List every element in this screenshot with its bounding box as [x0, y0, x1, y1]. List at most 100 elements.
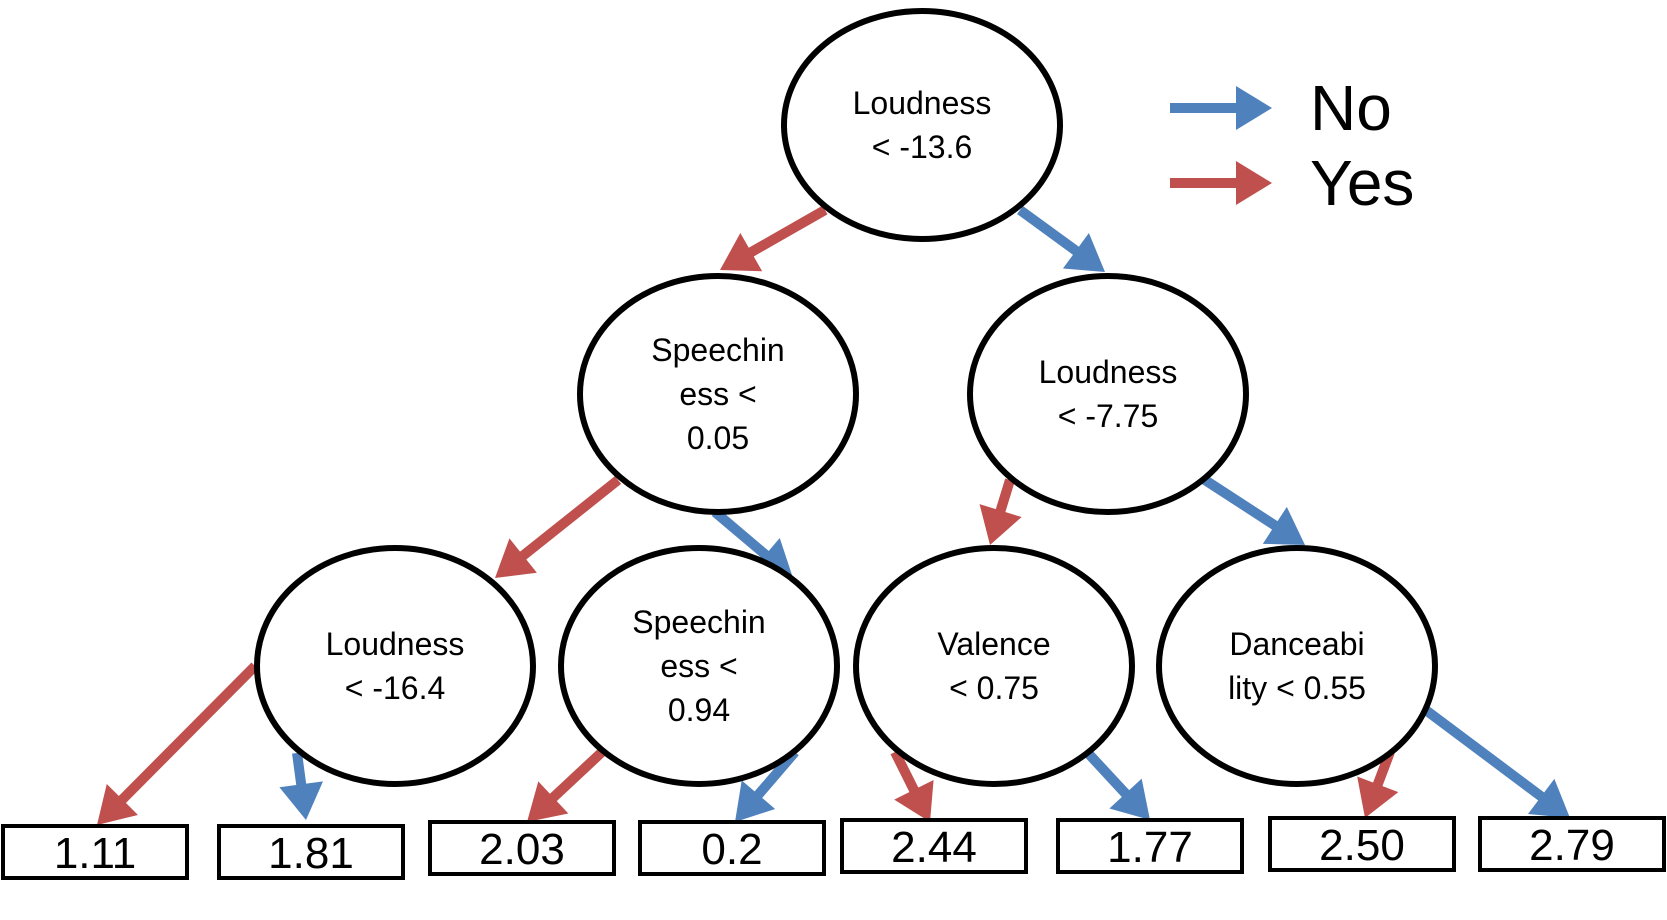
node-ellipse [577, 273, 859, 515]
leaf-box [1478, 816, 1666, 872]
edge-n5-to-l6-no-arrow-shaft [1083, 748, 1131, 799]
edge-n4-to-l3-yes-arrow-head [527, 781, 569, 822]
edge-n2-to-n5-yes-arrow [979, 478, 1022, 545]
node-label-line: Danceabi [1229, 626, 1364, 662]
leaf-l8: 2.79 [1478, 816, 1666, 872]
edge-root-to-n1-yes-arrow-head [720, 233, 763, 272]
leaf-box [840, 818, 1028, 874]
edge-n6-to-l8-no-arrow [1412, 697, 1570, 818]
node-ellipse [853, 545, 1135, 787]
node-label-line: < -16.4 [345, 670, 446, 706]
edge-n1-to-n4-no-arrow-shaft [711, 508, 771, 560]
node-label-line: Loudness [326, 626, 465, 662]
legend-no-label: No [1310, 72, 1392, 144]
node-label-line: < -13.6 [872, 129, 973, 165]
edges-layer [97, 205, 1570, 825]
edge-n2-to-n6-no-arrow-head [1262, 506, 1305, 545]
leaf-l5: 2.44 [840, 818, 1028, 874]
leaf-value: 1.81 [268, 829, 354, 878]
tree-node-n3: Loudness < -16.4 [254, 545, 536, 787]
edge-n6-to-l8-no-arrow-shaft [1412, 697, 1546, 802]
leaves-layer: 1.11 1.81 2.03 0.2 2.44 1.77 2.50 2.79 [1, 816, 1666, 880]
leaf-value: 2.03 [479, 825, 565, 874]
edge-n4-to-l3-yes-arrow-shaft [548, 748, 606, 803]
node-ellipse [558, 545, 840, 787]
edge-n2-to-n5-yes-arrow-shaft [995, 478, 1015, 514]
node-label-line: lity < 0.55 [1228, 670, 1366, 706]
edge-n2-to-n6-no-arrow-shaft [1202, 475, 1280, 531]
node-ellipse [254, 545, 536, 787]
node-label-line: Loudness [1039, 354, 1178, 390]
edge-n5-to-l6-no-arrow-head [1109, 778, 1150, 820]
tree-node-n4: Speechin ess < 0.94 [558, 545, 840, 787]
leaf-box [428, 820, 616, 876]
edge-n3-to-l2-no-arrow [279, 752, 324, 820]
edge-root-to-n1-yes-arrow-shaft [747, 205, 828, 258]
leaf-value: 1.77 [1107, 823, 1193, 872]
edge-n5-to-l5-yes-arrow-head [894, 779, 934, 822]
edge-root-to-n1-yes-arrow [720, 205, 828, 272]
leaf-box [1268, 816, 1456, 872]
leaf-value: 0.2 [701, 825, 762, 874]
edge-n2-to-n6-no-arrow [1202, 475, 1305, 545]
leaf-l4: 0.2 [638, 820, 826, 876]
edge-n1-to-n3-yes-arrow-head [495, 538, 537, 578]
edge-n3-to-l1-yes-arrow-shaft [117, 662, 259, 805]
edge-n6-to-l8-no-arrow-head [1527, 778, 1570, 818]
legend-yes-label: Yes [1310, 147, 1414, 219]
leaf-l6: 1.77 [1056, 818, 1244, 874]
tree-node-n2: Loudness < -7.75 [967, 273, 1249, 515]
nodes-layer: Loudness < -13.6 Speechin ess < 0.05 Loudness… [254, 8, 1438, 787]
node-label-line: < 0.75 [949, 670, 1039, 706]
leaf-l2: 1.81 [217, 824, 405, 880]
edge-n1-to-n3-yes-arrow [495, 476, 622, 578]
tree-node-root: Loudness < -13.6 [781, 8, 1063, 242]
edge-n5-to-l5-yes-arrow-shaft [890, 749, 920, 794]
leaf-value: 2.44 [891, 823, 977, 872]
legend-no-arrow [1170, 86, 1272, 130]
legend-yes-arrow-head [1236, 161, 1272, 205]
node-label-line: 0.94 [668, 692, 730, 728]
edge-n5-to-l5-yes-arrow [890, 749, 934, 822]
edge-n1-to-n3-yes-arrow-shaft [518, 476, 622, 561]
node-label-line: ess < [660, 648, 737, 684]
legend-no-arrow-head [1236, 86, 1272, 130]
node-label-line: < -7.75 [1058, 398, 1159, 434]
legend-yes-arrow [1170, 161, 1272, 205]
leaf-value: 1.11 [54, 829, 136, 878]
tree-node-n6: Danceabi lity < 0.55 [1156, 545, 1438, 787]
leaf-l3: 2.03 [428, 820, 616, 876]
node-ellipse [1156, 545, 1438, 787]
node-label-line: Loudness [853, 85, 992, 121]
leaf-box [1, 824, 189, 880]
node-ellipse [967, 273, 1249, 515]
edge-n5-to-l6-no-arrow [1083, 748, 1150, 820]
edge-n3-to-l1-yes-arrow-head [97, 783, 138, 825]
leaf-box [1056, 818, 1244, 874]
edge-n4-to-l4-no-arrow-head [735, 780, 776, 822]
node-label-line: Valence [937, 626, 1050, 662]
edge-n4-to-l3-yes-arrow [527, 748, 606, 822]
edge-root-to-n2-no-arrow-shaft [1017, 205, 1081, 257]
edge-n2-to-n5-yes-arrow-head [979, 504, 1022, 545]
node-ellipse [781, 8, 1063, 242]
node-label-line: Speechin [651, 332, 784, 368]
edge-n3-to-l1-yes-arrow [97, 662, 259, 825]
tree-node-n1: Speechin ess < 0.05 [577, 273, 859, 515]
edge-root-to-n2-no-arrow-head [1062, 233, 1105, 272]
edge-n3-to-l2-no-arrow-shaft [292, 752, 307, 787]
leaf-l7: 2.50 [1268, 816, 1456, 872]
tree-node-n5: Valence < 0.75 [853, 545, 1135, 787]
leaf-value: 2.50 [1319, 821, 1405, 870]
edge-root-to-n2-no-arrow [1017, 205, 1105, 272]
node-label-line: Speechin [632, 604, 765, 640]
node-label-line: 0.05 [687, 420, 749, 456]
edge-n6-to-l7-yes-arrow-head [1357, 776, 1399, 818]
leaf-box [638, 820, 826, 876]
node-label-line: ess < [679, 376, 756, 412]
leaf-box [217, 824, 405, 880]
leaf-l1: 1.11 [1, 824, 189, 880]
